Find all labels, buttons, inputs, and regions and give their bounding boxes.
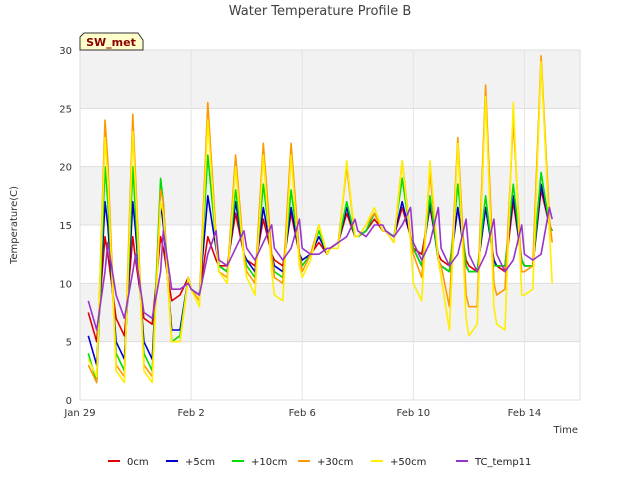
chart-title: Water Temperature Profile B	[229, 4, 412, 19]
series-line-tc-temp11	[87, 206, 553, 331]
site-badge-label: SW_met	[86, 36, 136, 49]
x-tick-label: Feb 2	[177, 408, 204, 419]
y-tick-label: 25	[59, 104, 72, 115]
y-tick-label: 0	[66, 396, 72, 407]
legend-label-30cm: +30cm	[317, 457, 353, 468]
legend-label-10cm: +10cm	[251, 457, 287, 468]
legend-label-5cm: +5cm	[185, 457, 215, 468]
site-badge: SW_met	[79, 32, 144, 51]
y-tick-label: 30	[59, 46, 72, 57]
series-line-50cm	[87, 60, 553, 384]
y-tick-label: 15	[59, 221, 72, 232]
legend-label-50cm: +50cm	[390, 457, 426, 468]
y-tick-label: 20	[59, 163, 72, 174]
legend-label-tc-temp11: TC_temp11	[474, 457, 531, 468]
plot-frame	[79, 49, 581, 401]
y-tick-label: 10	[59, 279, 72, 290]
series-line-0cm	[87, 189, 553, 343]
x-tick-label: Feb 10	[397, 408, 431, 419]
background-band	[80, 50, 580, 109]
y-tick-label: 5	[66, 338, 72, 349]
legend: 0cm +5cm +10cm +30cm +50cm TC_temp11	[108, 457, 531, 468]
x-tick-label: Feb 6	[289, 408, 316, 419]
series-lines	[87, 55, 553, 384]
y-axis-label: Temperature(C)	[9, 186, 20, 265]
y-axis-ticks: 0 5 10 15 20 25 30	[59, 46, 72, 407]
background-band	[80, 166, 580, 225]
site-badge-shape	[79, 32, 144, 51]
x-tick-label: Feb 14	[508, 408, 542, 419]
x-tick-label: Jan 29	[63, 408, 95, 419]
x-axis-label: Time	[553, 425, 578, 436]
legend-label-0cm: 0cm	[127, 457, 149, 468]
x-axis-ticks: Jan 29 Feb 2 Feb 6 Feb 10 Feb 14	[63, 408, 541, 419]
